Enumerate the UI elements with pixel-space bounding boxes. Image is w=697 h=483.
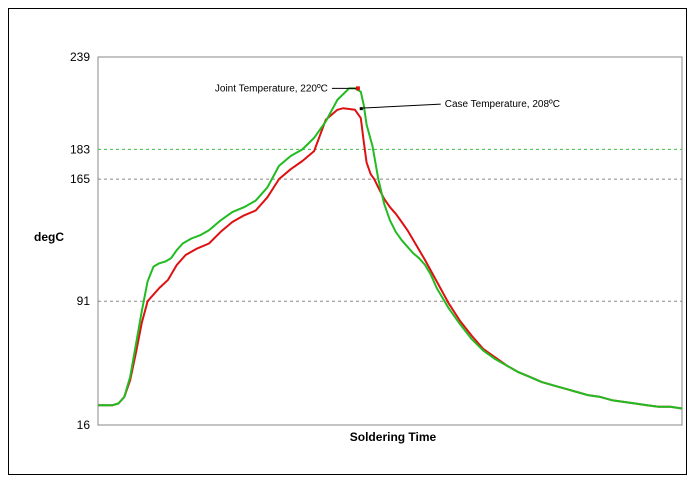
y-axis-label: degC	[34, 230, 64, 244]
y-tick-label-165: 165	[70, 172, 90, 186]
series-line-joint-temperature	[98, 87, 683, 410]
case-annotation-leader	[360, 103, 441, 109]
reference-lines	[98, 148, 682, 302]
y-tick-label-239: 239	[70, 50, 90, 64]
joint-temperature-annotation: Joint Temperature, 220ºC	[215, 83, 328, 94]
plot-area-border	[97, 56, 683, 426]
series-layer	[98, 87, 683, 410]
y-tick-label-16: 16	[77, 418, 91, 432]
x-axis-label: Soldering Time	[350, 430, 437, 444]
joint-peak-marker	[355, 86, 360, 91]
case-temperature-annotation: Case Temperature, 208ºC	[445, 99, 560, 110]
plot-area	[97, 56, 683, 426]
annotations: Joint Temperature, 220ºC Case Temperature…	[215, 83, 560, 111]
case-peak-marker	[359, 107, 363, 111]
y-tick-label-183: 183	[70, 142, 90, 156]
y-axis-ticks: 239 183 165 91 16	[70, 50, 90, 432]
y-tick-label-91: 91	[77, 294, 91, 308]
